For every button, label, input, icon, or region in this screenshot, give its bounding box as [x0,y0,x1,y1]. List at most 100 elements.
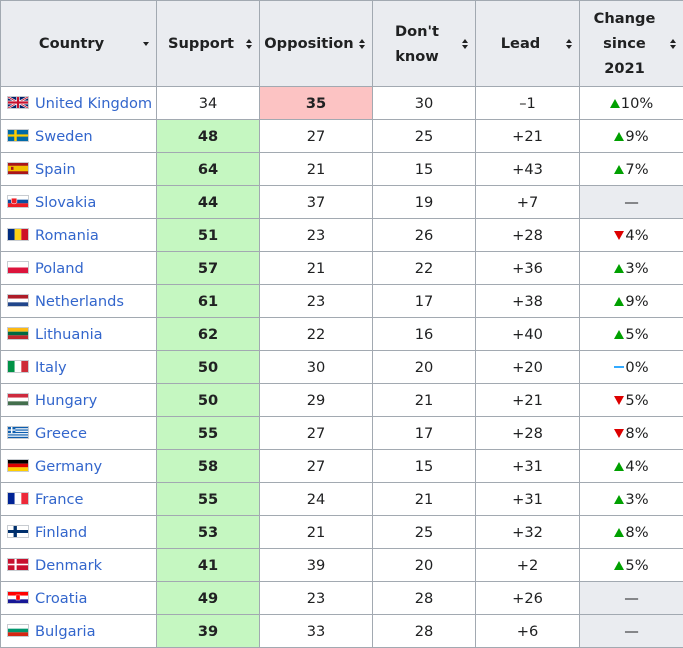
sort-icon[interactable] [143,42,149,46]
lead-cell: –1 [476,87,580,120]
change-value: 8% [625,425,648,442]
dont-know-cell: 25 [373,516,476,549]
country-link[interactable]: Bulgaria [35,623,96,640]
sort-icon[interactable] [462,39,468,49]
country-link[interactable]: Finland [35,524,87,541]
country-link[interactable]: Greece [35,425,87,442]
change-cell: 3% [580,252,683,285]
change-value: — [624,623,639,640]
support-cell: 61 [157,285,260,318]
country-link[interactable]: France [35,491,84,508]
lead-cell: +43 [476,153,580,186]
opposition-cell: 33 [260,615,373,648]
sort-icon[interactable] [566,39,572,49]
dont-know-header-line2: know [395,48,439,65]
italy-flag-icon [7,360,29,373]
support-cell: 50 [157,351,260,384]
opposition-cell: 27 [260,450,373,483]
support-cell: 39 [157,615,260,648]
bulgaria-flag-icon [7,624,29,637]
support-cell: 53 [157,516,260,549]
country-header[interactable]: Country [1,1,157,87]
change-cell: 4% [580,219,683,252]
change-value: 4% [625,458,648,475]
lead-cell: +6 [476,615,580,648]
increase-arrow-icon [614,330,624,339]
change-value: 9% [625,128,648,145]
increase-arrow-icon [614,297,624,306]
change-cell: — [580,186,683,219]
dont-know-cell: 17 [373,285,476,318]
country-link[interactable]: Sweden [35,128,93,145]
change-value: 5% [625,326,648,343]
support-cell: 48 [157,120,260,153]
support-cell: 50 [157,384,260,417]
change-value: 5% [625,392,648,409]
country-link[interactable]: Hungary [35,392,97,409]
country-link[interactable]: Romania [35,227,99,244]
change-value: 3% [625,260,648,277]
increase-arrow-icon [614,495,624,504]
support-cell: 34 [157,87,260,120]
country-link[interactable]: Poland [35,260,84,277]
spain-flag-icon [7,162,29,175]
change-cell: 9% [580,285,683,318]
decrease-arrow-icon [614,429,624,438]
country-link[interactable]: United Kingdom [35,95,152,112]
germany-flag-icon [7,459,29,472]
lead-cell: +31 [476,483,580,516]
change-header-line2: since [603,35,646,52]
support-cell: 55 [157,483,260,516]
change-value: — [624,194,639,211]
lead-cell: +7 [476,186,580,219]
dont-know-cell: 28 [373,615,476,648]
support-header[interactable]: Support [157,1,260,87]
change-cell: 5% [580,549,683,582]
increase-arrow-icon [614,132,624,141]
opposition-cell: 21 [260,516,373,549]
country-link[interactable]: Netherlands [35,293,124,310]
country-cell: Sweden [1,120,157,153]
sort-icon[interactable] [670,39,676,49]
lead-cell: +28 [476,417,580,450]
change-cell: 3% [580,483,683,516]
opposition-cell: 23 [260,582,373,615]
country-link[interactable]: Germany [35,458,102,475]
steady-dash-icon [614,366,624,368]
country-link[interactable]: Italy [35,359,67,376]
country-link[interactable]: Spain [35,161,76,178]
country-link[interactable]: Lithuania [35,326,103,343]
opposition-cell: 29 [260,384,373,417]
dont-know-cell: 15 [373,450,476,483]
lead-cell: +38 [476,285,580,318]
lead-header[interactable]: Lead [476,1,580,87]
country-link[interactable]: Croatia [35,590,87,607]
change-cell: — [580,615,683,648]
opposition-header[interactable]: Opposition [260,1,373,87]
sort-icon[interactable] [359,39,365,49]
country-link[interactable]: Denmark [35,557,102,574]
increase-arrow-icon [614,528,624,537]
support-cell: 49 [157,582,260,615]
change-cell: 10% [580,87,683,120]
netherlands-flag-icon [7,294,29,307]
uk-flag-icon [7,96,29,109]
country-link[interactable]: Slovakia [35,194,96,211]
romania-flag-icon [7,228,29,241]
country-cell: Netherlands [1,285,157,318]
change-value: 4% [625,227,648,244]
lithuania-flag-icon [7,327,29,340]
sort-icon[interactable] [246,39,252,49]
opposition-cell: 37 [260,186,373,219]
sweden-flag-icon [7,129,29,142]
